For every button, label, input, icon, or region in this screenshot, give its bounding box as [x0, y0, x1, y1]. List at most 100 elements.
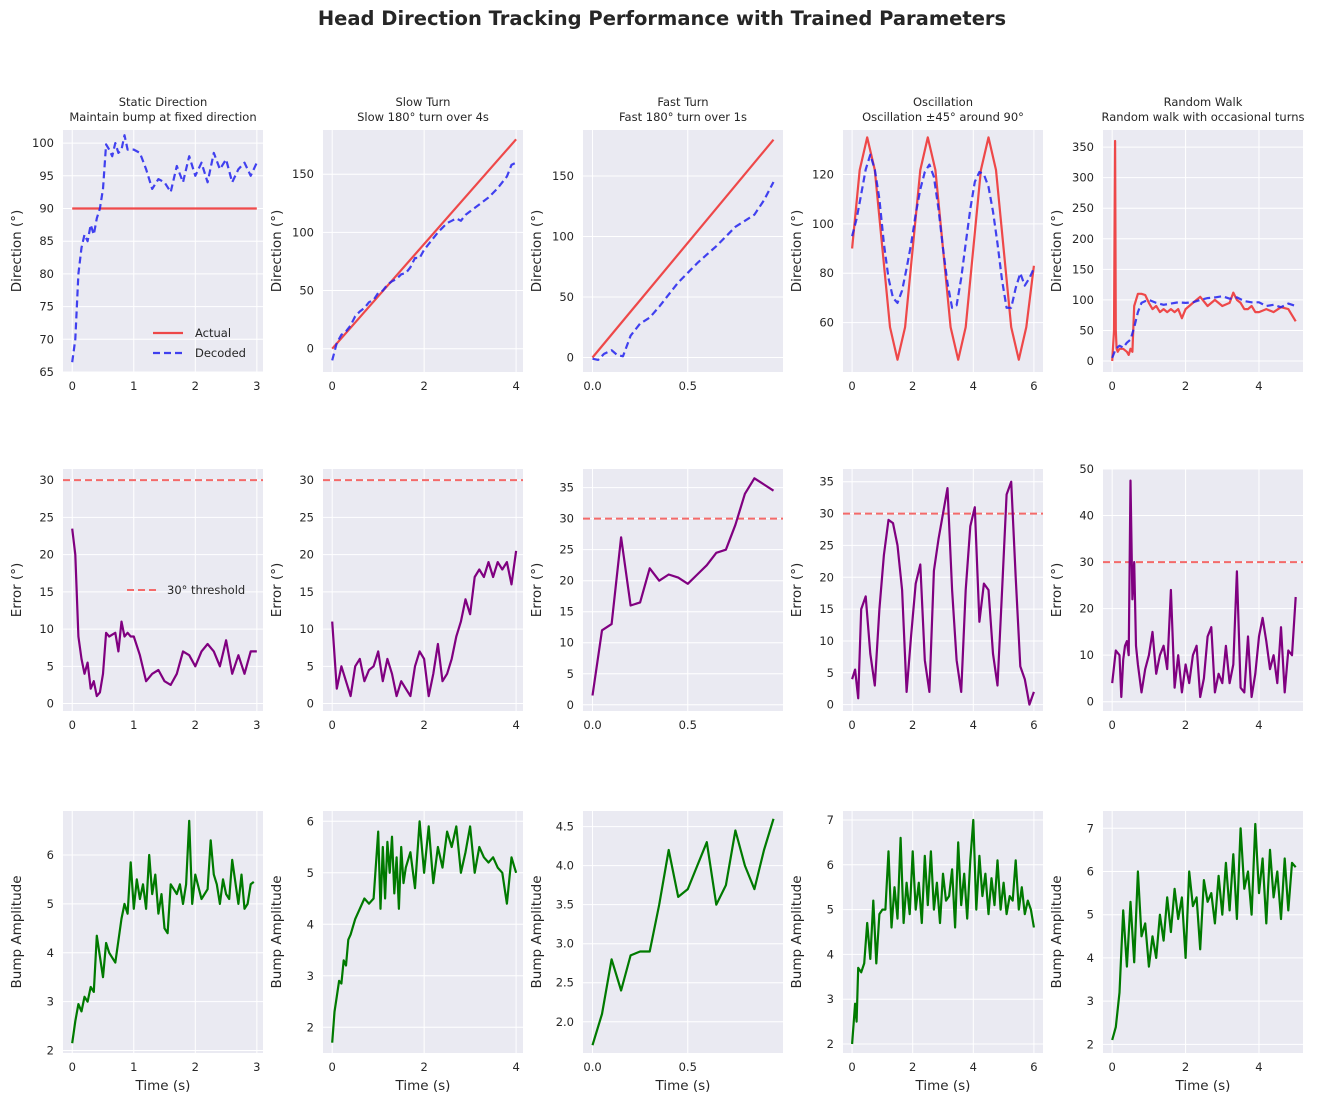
actual-line [591, 138, 775, 359]
x-tick-label: 4 [512, 718, 519, 732]
plot-area [63, 811, 263, 1053]
y-tick-label: 2.0 [556, 1015, 574, 1029]
y-tick-label: 3.5 [556, 898, 574, 912]
y-tick-label: 100 [292, 225, 314, 239]
x-tick-label: 4 [512, 379, 519, 393]
y-tick-label: 6 [47, 848, 54, 862]
y-tick-label: 4 [307, 917, 314, 931]
y-axis-label: Bump Amplitude [9, 875, 25, 988]
series-group [323, 479, 523, 698]
y-tick-label: 10 [299, 622, 314, 636]
series-group [331, 138, 517, 361]
x-tick-label: 0 [848, 379, 855, 393]
error-line [1111, 479, 1297, 699]
y-tick-label: 50 [1079, 323, 1094, 337]
decoded-line [71, 134, 258, 363]
y-axis-label: Error (°) [789, 563, 805, 617]
y-tick-label: 3 [307, 969, 314, 983]
x-tick-label: 0.0 [583, 379, 601, 393]
x-tick-label: 0 [69, 379, 76, 393]
y-tick-label: 5 [567, 667, 574, 681]
y-tick-label: 100 [812, 217, 834, 231]
series-group [71, 134, 258, 363]
panel-title: Static Direction [119, 95, 208, 109]
y-tick-label: 0 [47, 697, 54, 711]
series-group [331, 820, 518, 1043]
x-tick-label: 0.0 [583, 718, 601, 732]
y-tick-label: 30 [39, 473, 54, 487]
panel-subtitle: Oscillation ±45° around 90° [862, 110, 1024, 124]
y-tick-label: 70 [39, 332, 54, 346]
series-group [1111, 139, 1297, 362]
x-tick-label: 6 [1030, 1060, 1037, 1074]
y-tick-label: 4 [1087, 951, 1094, 965]
x-tick-label: 2 [909, 718, 916, 732]
y-tick-label: 10 [819, 634, 834, 648]
plot-area [583, 811, 783, 1053]
y-tick-label: 120 [812, 167, 834, 181]
y-tick-label: 35 [819, 475, 834, 489]
panel-subtitle: Slow 180° turn over 4s [357, 110, 489, 124]
y-tick-label: 3 [1087, 994, 1094, 1008]
series-group [851, 136, 1035, 361]
panel-5: 0 2 4 0 50 100 150 200 250 300 350 Direction (°) Ran… [1049, 95, 1305, 393]
error-line [331, 550, 518, 698]
x-tick-label: 2 [420, 718, 427, 732]
y-tick-label: 0 [567, 350, 574, 364]
amplitude-line [591, 818, 775, 1046]
panel-7: 0 2 4 0 5 10 15 20 25 30 Error (°) [269, 469, 523, 732]
x-tick-label: 3 [253, 1060, 260, 1074]
y-tick-label: 5 [47, 659, 54, 673]
y-tick-label: 5 [47, 897, 54, 911]
y-tick-label: 7 [827, 813, 834, 827]
panel-15: 0 2 4 2 3 4 5 6 7 Bump Amplitude Time (s) [1049, 811, 1303, 1094]
y-axis-label: Direction (°) [1049, 210, 1065, 293]
y-tick-label: 5 [307, 659, 314, 673]
error-line [851, 480, 1035, 706]
y-tick-label: 15 [819, 602, 834, 616]
y-tick-label: 0 [307, 697, 314, 711]
y-tick-label: 35 [559, 481, 574, 495]
y-tick-label: 95 [39, 169, 54, 183]
series-group [583, 477, 783, 696]
y-axis-label: Error (°) [529, 563, 545, 617]
panel-subtitle: Fast 180° turn over 1s [619, 110, 747, 124]
y-tick-label: 6 [827, 858, 834, 872]
series-group [591, 138, 775, 361]
y-axis-label: Error (°) [269, 563, 285, 617]
y-tick-label: 0 [307, 342, 314, 356]
y-tick-label: 4 [827, 947, 834, 961]
panel-4: 0 2 4 6 60 80 100 120 Direction (°) OscillationOs… [789, 95, 1043, 393]
panel-8: 0.0 0.5 0 5 10 15 20 25 30 35 Error (°) [529, 469, 783, 732]
y-tick-label: 80 [39, 267, 54, 281]
y-tick-label: 10 [559, 636, 574, 650]
y-tick-label: 2 [1087, 1037, 1094, 1051]
y-tick-label: 10 [1079, 648, 1094, 662]
y-tick-label: 40 [1079, 509, 1094, 523]
y-axis-label: Error (°) [1049, 563, 1065, 617]
x-tick-label: 2 [420, 379, 427, 393]
legend-threshold-label: 30° threshold [167, 583, 245, 597]
plot-area [323, 811, 523, 1053]
error-line [71, 528, 257, 698]
panel-11: 0 1 2 3 2 3 4 5 6 Bump Amplitude Time (s) [9, 811, 263, 1094]
y-tick-label: 150 [292, 167, 314, 181]
panel-subtitle: Random walk with occasional turns [1101, 110, 1304, 124]
x-tick-label: 6 [1030, 379, 1037, 393]
x-axis-label: Time (s) [1175, 1078, 1231, 1094]
x-tick-label: 0 [1109, 379, 1116, 393]
y-axis-label: Error (°) [9, 563, 25, 617]
y-tick-label: 25 [559, 543, 574, 557]
x-tick-label: 2 [909, 379, 916, 393]
y-tick-label: 100 [32, 136, 54, 150]
x-tick-label: 1 [130, 718, 137, 732]
y-tick-label: 5 [307, 866, 314, 880]
panel-1: 0 1 2 3 65 70 75 80 85 90 95 100 Direction (°) Static… [9, 95, 263, 393]
x-tick-label: 0 [1109, 718, 1116, 732]
y-tick-label: 20 [39, 548, 54, 562]
legend-actual-label: Actual [195, 326, 231, 340]
y-axis-label: Bump Amplitude [529, 875, 545, 988]
